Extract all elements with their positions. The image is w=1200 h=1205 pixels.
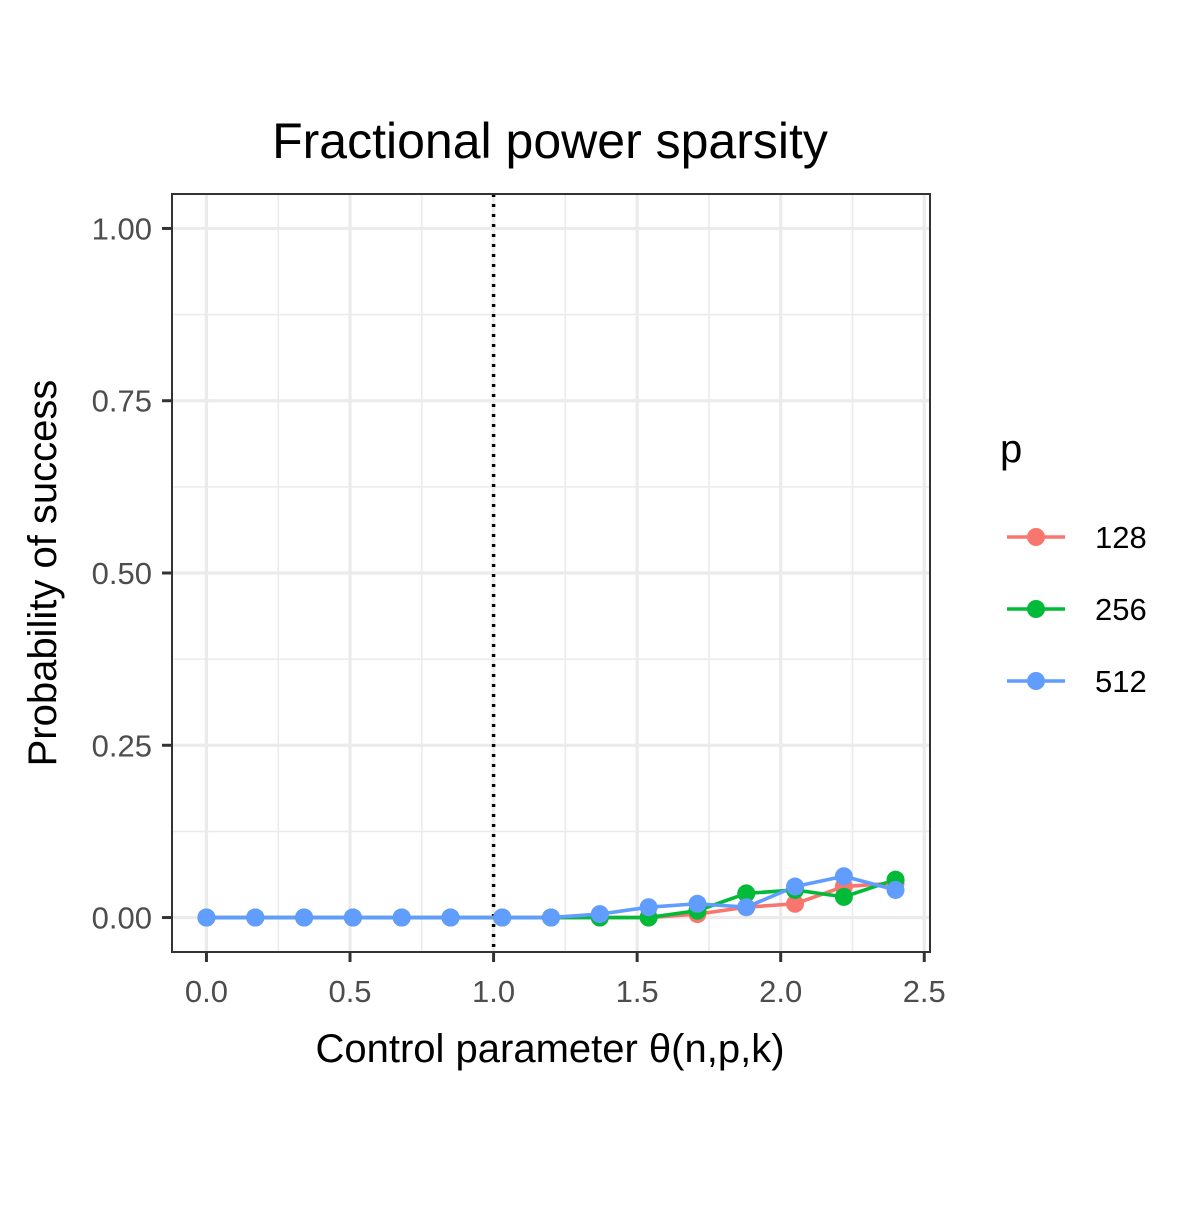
data-point-512 (786, 877, 805, 896)
y-tick-label: 0.00 (92, 901, 152, 936)
x-tick-label: 2.5 (903, 974, 946, 1009)
legend-label: 512 (1095, 664, 1147, 699)
data-point-512 (834, 867, 853, 886)
data-point-512 (590, 905, 609, 924)
x-tick-label: 0.0 (185, 974, 228, 1009)
y-tick-label: 1.00 (92, 211, 152, 246)
data-point-128 (786, 894, 805, 913)
plot-panel: 0.0 0.5 1.0 1.5 2.0 2.5 0.00 0.25 0.50 0.75 1.00 (92, 193, 946, 1009)
legend-label: 128 (1095, 520, 1147, 555)
data-point-512 (688, 894, 707, 913)
legend-title: p (1000, 427, 1022, 471)
data-point-512 (246, 908, 265, 927)
data-point-512 (441, 908, 460, 927)
legend-key-point (1027, 528, 1045, 546)
y-axis-label: Probability of success (21, 380, 65, 767)
y-tick-label: 0.50 (92, 556, 152, 591)
data-point-512 (493, 908, 512, 927)
data-point-512 (295, 908, 314, 927)
data-point-512 (392, 908, 411, 927)
chart-title: Fractional power sparsity (272, 113, 828, 169)
data-point-512 (639, 898, 658, 917)
data-point-512 (197, 908, 216, 927)
legend-key-point (1027, 672, 1045, 690)
y-tick-label: 0.25 (92, 728, 152, 763)
legend-label: 256 (1095, 592, 1147, 627)
data-point-512 (542, 908, 560, 927)
legend: p 128 256 512 (1000, 427, 1147, 699)
data-point-512 (343, 908, 362, 927)
x-tick-label: 2.0 (759, 974, 802, 1009)
y-tick-label: 0.75 (92, 384, 152, 419)
x-tick-label: 1.0 (472, 974, 515, 1009)
data-point-512 (886, 880, 905, 899)
data-point-256 (737, 884, 756, 903)
legend-key-point (1027, 600, 1045, 618)
data-point-512 (737, 898, 756, 917)
x-tick-label: 1.5 (616, 974, 659, 1009)
x-tick-label: 0.5 (328, 974, 371, 1009)
x-axis-label: Control parameter θ(n,p,k) (315, 1027, 784, 1071)
data-point-256 (834, 887, 853, 906)
